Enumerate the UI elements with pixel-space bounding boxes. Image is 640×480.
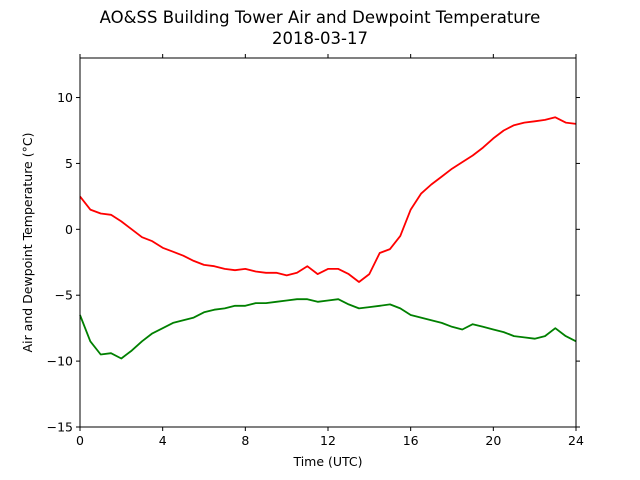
ticks-layer: 0 4 8 12 16 20 24 −15 −10 −5 0 5 10 — [47, 54, 584, 448]
x-tick-label: 24 — [568, 433, 584, 448]
y-tick-label: −15 — [47, 420, 73, 435]
y-tick-label: 5 — [65, 156, 73, 171]
x-tick-label: 8 — [241, 433, 249, 448]
chart-subtitle: 2018-03-17 — [272, 29, 368, 48]
air-temperature-line — [79, 116, 577, 283]
y-tick-label: −5 — [55, 288, 73, 303]
x-tick-label: 20 — [485, 433, 501, 448]
x-tick-label: 4 — [159, 433, 167, 448]
y-tick-label: 0 — [65, 222, 73, 237]
dewpoint-temperature-line — [79, 298, 577, 360]
series-layer — [79, 116, 577, 360]
y-axis-label: Air and Dewpoint Temperature (°C) — [20, 133, 35, 353]
y-tick-label: 10 — [57, 90, 73, 105]
y-tick-label: −10 — [47, 354, 73, 369]
x-tick-label: 16 — [403, 433, 419, 448]
chart-title: AO&SS Building Tower Air and Dewpoint Te… — [99, 8, 541, 27]
x-tick-label: 0 — [76, 433, 84, 448]
x-tick-label: 12 — [320, 433, 336, 448]
x-axis-label: Time (UTC) — [292, 454, 362, 469]
